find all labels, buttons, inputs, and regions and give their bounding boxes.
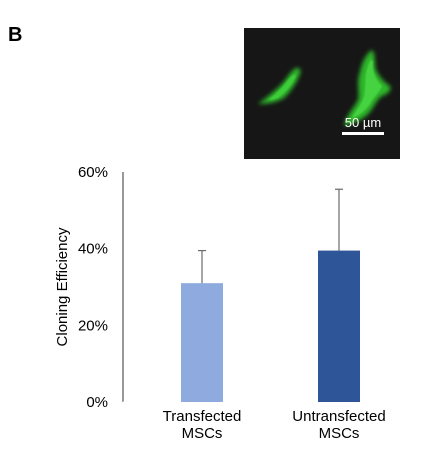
- x-category-label: Untransfected: [292, 408, 385, 425]
- scale-bar-label: 50 µm: [345, 115, 381, 130]
- y-tick-label: 60%: [78, 164, 108, 181]
- green-cell-right-core: [352, 59, 382, 118]
- green-cell-left: [258, 67, 301, 104]
- scale-bar: [342, 132, 384, 135]
- y-tick-label: 40%: [78, 241, 108, 258]
- y-tick-label: 20%: [78, 317, 108, 334]
- bar: [318, 250, 360, 402]
- y-tick-label: 0%: [86, 394, 108, 411]
- y-axis-title: Cloning Efficiency: [54, 227, 71, 346]
- x-category-label: Transfected: [163, 408, 242, 425]
- green-cell-left-core: [268, 74, 296, 100]
- x-category-label: MSCs: [182, 425, 223, 442]
- panel-label: B: [8, 24, 23, 46]
- fluorescence-micrograph: 50 µm: [244, 28, 400, 159]
- bar: [181, 283, 223, 402]
- x-category-label: MSCs: [319, 425, 360, 442]
